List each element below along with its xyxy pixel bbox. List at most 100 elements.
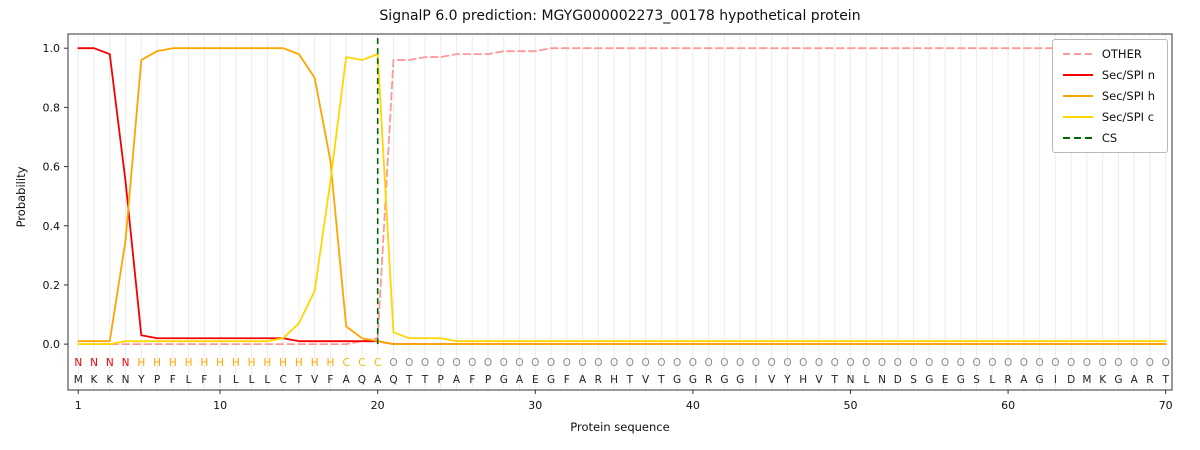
svg-text:A: A [1020,374,1028,386]
svg-text:O: O [641,357,649,369]
svg-text:D: D [894,374,902,386]
legend-item-sec-spi-h: Sec/SPI h [1062,89,1155,103]
svg-text:O: O [689,357,697,369]
svg-text:G: G [736,374,744,386]
svg-text:H: H [610,374,618,386]
svg-text:O: O [1051,357,1059,369]
legend-label: CS [1101,131,1118,145]
svg-text:O: O [752,357,760,369]
svg-text:V: V [311,374,319,386]
svg-text:P: P [154,374,160,386]
svg-text:M: M [74,374,83,386]
svg-text:H: H [185,357,193,369]
svg-text:O: O [673,357,681,369]
svg-text:O: O [1067,357,1075,369]
svg-text:R: R [595,374,602,386]
svg-text:O: O [831,357,839,369]
svg-text:F: F [327,374,333,386]
svg-text:T: T [657,374,665,386]
svg-text:O: O [925,357,933,369]
svg-text:C: C [374,357,381,369]
legend-line-sample-other [1062,53,1093,55]
svg-text:T: T [831,374,839,386]
svg-text:O: O [783,357,791,369]
svg-text:I: I [219,374,222,386]
svg-text:A: A [343,374,351,386]
svg-text:0.4: 0.4 [43,220,61,233]
svg-text:L: L [989,374,995,386]
svg-text:Y: Y [783,374,791,386]
legend-label: OTHER [1101,47,1142,61]
svg-text:O: O [768,357,776,369]
svg-text:C: C [342,357,349,369]
svg-text:O: O [972,357,980,369]
svg-text:L: L [186,374,192,386]
svg-text:H: H [200,357,208,369]
svg-text:G: G [673,374,681,386]
svg-text:K: K [106,374,114,386]
svg-text:30: 30 [528,399,542,412]
svg-text:T: T [295,374,303,386]
svg-text:C: C [358,357,365,369]
svg-text:O: O [515,357,523,369]
svg-text:K: K [91,374,99,386]
legend: OTHER Sec/SPI n Sec/SPI h Sec/SPI c CS [1051,39,1168,153]
svg-text:O: O [720,357,728,369]
svg-text:O: O [846,357,854,369]
svg-text:V: V [768,374,776,386]
svg-text:D: D [1067,374,1075,386]
legend-line-sample-sec-spi-h [1062,95,1093,97]
svg-text:O: O [500,357,508,369]
svg-text:O: O [389,357,397,369]
svg-text:H: H [311,357,319,369]
svg-text:N: N [847,374,855,386]
svg-text:S: S [910,374,917,386]
svg-text:1.0: 1.0 [43,42,61,55]
svg-text:H: H [295,357,303,369]
svg-text:O: O [578,357,586,369]
svg-text:O: O [799,357,807,369]
svg-text:G: G [925,374,933,386]
svg-text:O: O [1035,357,1043,369]
svg-text:F: F [170,374,176,386]
svg-text:T: T [405,374,413,386]
svg-text:F: F [564,374,570,386]
svg-text:F: F [201,374,207,386]
svg-text:C: C [279,374,286,386]
svg-text:60: 60 [1001,399,1015,412]
svg-text:K: K [1099,374,1107,386]
svg-text:H: H [326,357,334,369]
svg-text:Y: Y [137,374,145,386]
svg-text:A: A [516,374,524,386]
svg-text:O: O [421,357,429,369]
svg-text:O: O [484,357,492,369]
legend-line-sample-sec-spi-c [1062,116,1093,118]
svg-text:O: O [815,357,823,369]
svg-text:1: 1 [75,399,82,412]
svg-text:O: O [563,357,571,369]
svg-text:O: O [894,357,902,369]
legend-line-sample-sec-spi-n [1062,74,1093,76]
svg-text:O: O [531,357,539,369]
svg-text:S: S [973,374,980,386]
svg-text:T: T [1161,374,1169,386]
svg-text:L: L [863,374,869,386]
svg-text:A: A [453,374,461,386]
legend-label: Sec/SPI n [1101,68,1155,82]
svg-text:H: H [279,357,287,369]
svg-text:H: H [248,357,256,369]
svg-text:O: O [1020,357,1028,369]
svg-text:I: I [1054,374,1057,386]
svg-text:O: O [957,357,965,369]
svg-text:O: O [405,357,413,369]
svg-text:G: G [957,374,965,386]
svg-text:A: A [579,374,587,386]
svg-text:40: 40 [686,399,700,412]
svg-text:A: A [374,374,382,386]
svg-text:O: O [437,357,445,369]
svg-text:G: G [1114,374,1122,386]
legend-item-cs: CS [1062,131,1155,145]
svg-text:O: O [1130,357,1138,369]
svg-text:10: 10 [213,399,227,412]
